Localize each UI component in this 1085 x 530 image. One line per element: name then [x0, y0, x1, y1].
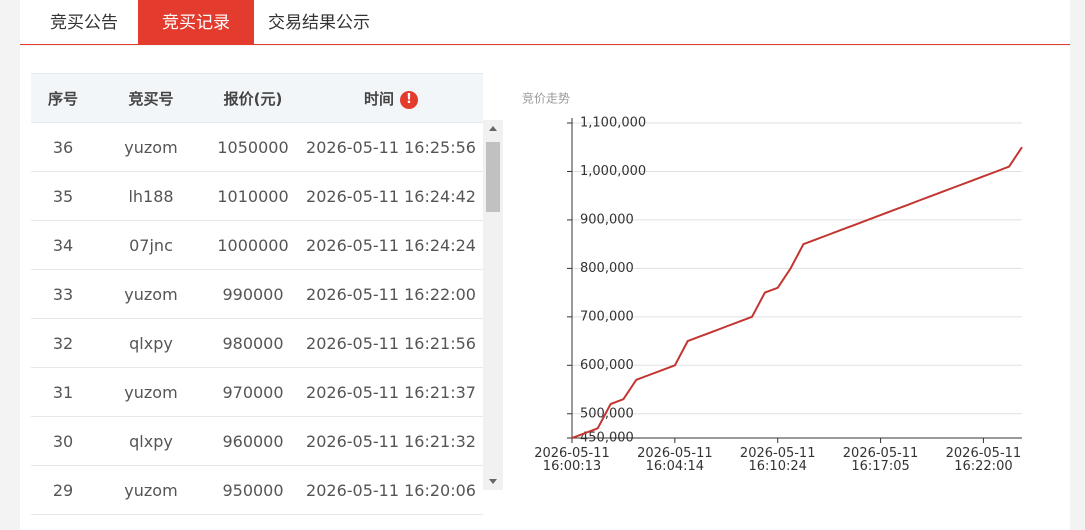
cell: 2026-05-11 16:21:32	[299, 416, 483, 466]
cell: 33	[31, 269, 95, 319]
cell: yuzom	[95, 367, 207, 417]
cell: 30	[31, 416, 95, 466]
cell: 31	[31, 367, 95, 417]
line	[571, 146, 1023, 439]
cell: 36	[31, 122, 95, 172]
cell: 2026-05-11 16:25:56	[299, 122, 483, 172]
scroll-thumb[interactable]	[486, 142, 500, 212]
cell: 1010000	[207, 171, 299, 221]
header-time: 时间!	[299, 73, 483, 123]
cell: qlxpy	[95, 318, 207, 368]
y-tick-label: 700,000	[580, 309, 634, 324]
header-row: 序号 竞买号 报价(元) 时间!	[31, 73, 483, 123]
cell: qlxpy	[95, 416, 207, 466]
cell: 32	[31, 318, 95, 368]
row: 33 yuzom 990000 2026-05-11 16:22:00	[31, 269, 483, 319]
y-tick-label: 600,000	[580, 358, 634, 373]
x-tick-label: 2026-05-11 16:22:00	[945, 446, 1022, 474]
row: 34 07jnc 1000000 2026-05-11 16:24:24	[31, 220, 483, 270]
cell: 2026-05-11 16:24:24	[299, 220, 483, 270]
cell: 2026-05-11 16:24:42	[299, 171, 483, 221]
tab[interactable]: 交易结果公示	[268, 13, 370, 33]
cell: 980000	[207, 318, 299, 368]
scroll-down[interactable]	[489, 479, 497, 484]
info-icon[interactable]: !	[400, 90, 418, 109]
chart-title: 竞价走势	[522, 92, 570, 106]
row: 36 yuzom 1050000 2026-05-11 16:25:56	[31, 122, 483, 172]
row: 35 lh188 1010000 2026-05-11 16:24:42	[31, 171, 483, 221]
cell: 1000000	[207, 220, 299, 270]
y-tick-label: 800,000	[580, 261, 634, 276]
cell: 970000	[207, 367, 299, 417]
cell: lh188	[95, 171, 207, 221]
cell: 07jnc	[95, 220, 207, 270]
cell: 34	[31, 220, 95, 270]
tab[interactable]: 竞买公告	[50, 13, 118, 33]
x-tick-label: 2026-05-11 16:10:24	[739, 446, 816, 474]
y-tick-label: 1,000,000	[580, 164, 646, 179]
cell: 29	[31, 465, 95, 515]
cell: 2026-05-11 16:20:06	[299, 465, 483, 515]
header: 报价(元)	[207, 73, 299, 123]
header: 时间	[363, 89, 394, 108]
cell: 2026-05-11 16:21:56	[299, 318, 483, 368]
cell: 2026-05-11 16:21:37	[299, 367, 483, 417]
cell: yuzom	[95, 269, 207, 319]
cell: 35	[31, 171, 95, 221]
bid-table: 序号 竞买号 报价(元) 时间! 36 yuzom 1050000 2026-05-1…	[31, 73, 483, 515]
header: 竞买号	[95, 73, 207, 123]
x-tick-label: 2026-05-11 16:17:05	[842, 446, 919, 474]
cell: 950000	[207, 465, 299, 515]
cell: yuzom	[95, 465, 207, 515]
tab-bar: 竞买公告 竞买记录 交易结果公示	[20, 0, 1070, 45]
scroll-up[interactable]	[489, 126, 497, 131]
row: 32 qlxpy 980000 2026-05-11 16:21:56	[31, 318, 483, 368]
row: 30 qlxpy 960000 2026-05-11 16:21:32	[31, 416, 483, 466]
tab-active[interactable]: 竞买记录	[138, 0, 254, 44]
header: 序号	[31, 73, 95, 123]
scrollbar[interactable]	[483, 120, 503, 490]
cell: 1050000	[207, 122, 299, 172]
y-tick-label: 500,000	[580, 406, 634, 421]
y-tick-label: 900,000	[580, 212, 634, 227]
y-tick-label: 1,100,000	[580, 116, 646, 131]
row: 29 yuzom 950000 2026-05-11 16:20:06	[31, 465, 483, 515]
x-tick-label: 2026-05-11 16:04:14	[637, 446, 713, 474]
cell: yuzom	[95, 122, 207, 172]
x-tick-label: 2026-05-11 16:00:13	[534, 446, 610, 474]
cell: 2026-05-11 16:22:00	[299, 269, 483, 319]
cell: 960000	[207, 416, 299, 466]
cell: 990000	[207, 269, 299, 319]
row: 31 yuzom 970000 2026-05-11 16:21:37	[31, 367, 483, 417]
